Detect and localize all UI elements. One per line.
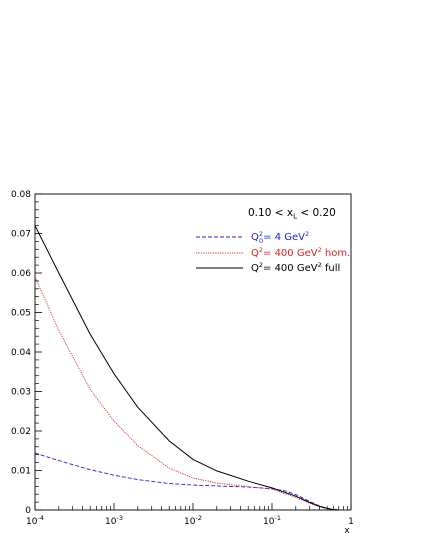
y-tick-label: 0.05: [11, 309, 31, 319]
header-subscript: L: [293, 213, 297, 221]
legend-rest: = 4 GeV: [263, 232, 305, 243]
legend-label-1: Q2 0= 4 GeV2: [251, 230, 309, 245]
y-tick-label: 0.01: [11, 467, 31, 477]
legend-label-2: Q2= 400 GeV2 hom.: [251, 246, 350, 259]
x-tick-exponent: -2: [195, 514, 201, 522]
y-tick-label: 0.06: [11, 269, 31, 279]
series-lines: [34, 225, 339, 511]
y-tick-label: 0.04: [11, 348, 31, 358]
series-line-3: [34, 225, 339, 511]
legend-q-sub: 0: [259, 237, 263, 245]
y-tick-label: 0.07: [11, 230, 31, 240]
legend-tail: hom.: [322, 248, 351, 259]
chart-header: 0.10 < xL < 0.20: [248, 207, 336, 221]
y-tick-label: 0.08: [11, 190, 31, 200]
y-tick-label: 0.02: [11, 427, 31, 437]
y-tick-label: 0: [25, 506, 31, 516]
header-suffix: < 0.20: [297, 207, 336, 219]
series-line-2: [34, 276, 339, 511]
legend-rest: = 400 GeV: [263, 248, 318, 259]
x-tick-label: 10-1: [263, 514, 281, 527]
legend-q: Q: [251, 263, 259, 274]
legend-rest-sup: 2: [318, 261, 322, 269]
legend-q-sup: 2: [259, 261, 263, 269]
legend-tail: full: [322, 263, 341, 274]
header-prefix: 0.10 < x: [248, 207, 293, 219]
x-tick-base: 10: [184, 517, 196, 527]
x-tick-exponent: -3: [116, 514, 122, 522]
x-tick-exponent: -4: [37, 514, 43, 522]
x-tick-exponent: -1: [274, 514, 280, 522]
legend-rest-sup: 2: [318, 246, 322, 254]
x-tick-label: 1: [348, 517, 354, 527]
x-tick-base: 10: [263, 517, 275, 527]
x-tick-label: 10-3: [105, 514, 123, 527]
series-line-1: [34, 452, 339, 511]
y-tick-label: 0.03: [11, 388, 31, 398]
x-tick-base: 1: [348, 517, 354, 527]
x-tick-base: 10: [26, 517, 38, 527]
x-tick-base: 10: [105, 517, 117, 527]
x-tick-label: 10-2: [184, 514, 202, 527]
legend-q: Q: [251, 248, 259, 259]
legend-q-sup: 2: [259, 230, 263, 238]
legend-q-sup: 2: [259, 246, 263, 254]
axis-ticks: [34, 193, 352, 511]
x-axis-label: x: [344, 526, 350, 536]
legend-label-3: Q2= 400 GeV2 full: [251, 261, 340, 274]
x-tick-label: 10-4: [26, 514, 44, 527]
legend-q: Q: [251, 232, 259, 243]
legend-rest: = 400 GeV: [263, 263, 318, 274]
legend-rest-sup: 2: [305, 230, 309, 238]
